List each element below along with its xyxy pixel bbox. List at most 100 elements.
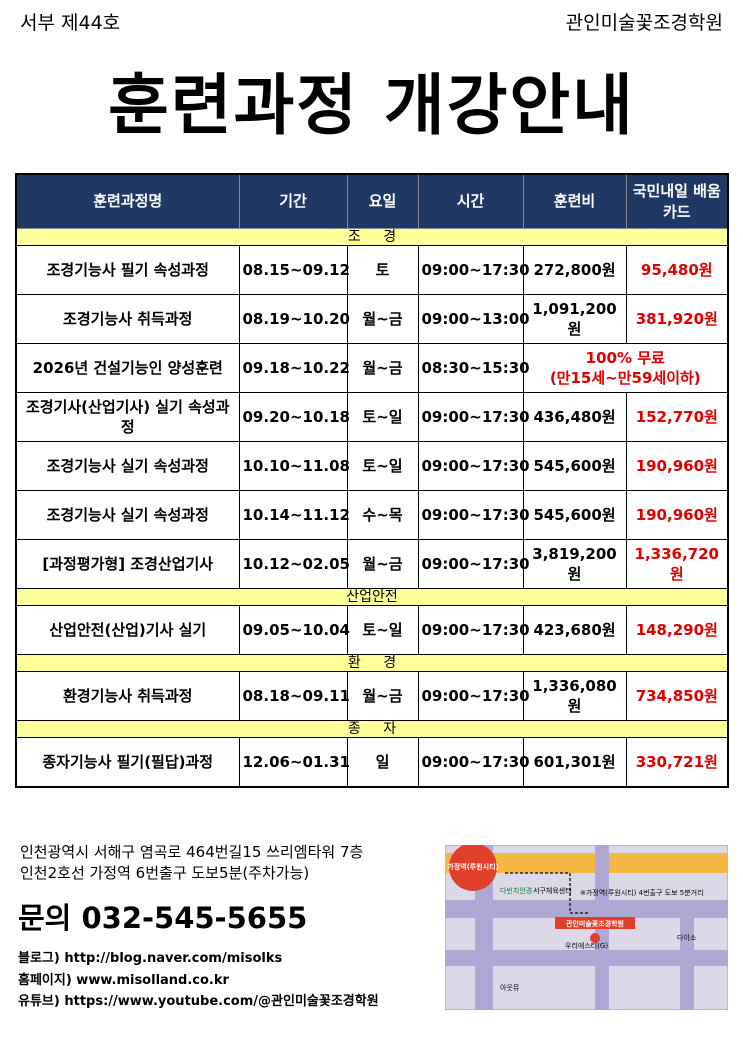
fee-cell: 545,600원 [522,490,627,540]
map-label: 우리에스티(G) [565,941,608,950]
column-header: 국민내일 배움카드 [625,173,729,229]
time-cell: 09:00~17:30 [417,441,530,491]
page-title: 훈련과정 개강안내 [108,67,635,144]
section-name: 조 경 [15,228,729,246]
course-cell: 조경기능사 필기 속성과정 [15,245,240,295]
section-name: 종 자 [15,720,729,738]
column-header: 기간 [238,173,348,229]
fee-cell: 545,600원 [522,441,627,491]
fee-cell: 272,800원 [522,245,627,295]
links: 블로그) http://blog.naver.com/misolks 홈페이지) … [18,948,379,1013]
column-header: 훈련비 [522,173,627,229]
course-cell: 조경기능사 실기 속성과정 [15,490,240,540]
period-cell: 08.18~09.11 [238,671,350,721]
course-cell: 조경기능사 실기 속성과정 [15,441,240,491]
route [505,872,590,914]
days-cell: 월~금 [346,343,419,393]
course-cell: 2026년 건설기능인 양성훈련 [15,343,240,393]
course-row: 조경기능사 실기 속성과정 10.10~11.08 토~일 09:00~17:30 54… [15,441,729,491]
period-cell: 09.18~10.22 [238,343,350,393]
course-row: 환경기능사 취득과정 08.18~09.11 월~금 09:00~17:30 1,336… [15,671,729,721]
period-cell: 10.14~11.12 [238,490,350,540]
fee-cell: 1,091,200원 [522,294,627,344]
note-line: (만15세~만59세이하) [549,369,701,387]
road [445,950,728,966]
academy-name: 관인미술꽃조경학원 [565,12,723,34]
days-cell: 토 [346,245,419,295]
road [445,900,728,918]
time-cell: 09:00~13:00 [417,294,530,344]
section-name: 환 경 [15,654,729,672]
course-cell: 산업안전(산업)기사 실기 [15,605,240,655]
course-table: 훈련과정명 기간 요일 시간 훈련비 국민내일 배움카드 조 경 조경기능사 필기 속성과정… [15,173,729,788]
fee-cell: 423,680원 [522,605,627,655]
column-header: 훈련과정명 [15,173,240,229]
course-cell: 환경기능사 취득과정 [15,671,240,721]
link: 블로그) http://blog.naver.com/misolks [18,951,283,966]
card-cell: 95,480원 [625,245,729,295]
course-row: 2026년 건설기능인 양성훈련 09.18~10.22 월~금 08:30~15:3… [15,343,729,393]
course-row: 조경기능사 실기 속성과정 10.14~11.12 수~목 09:00~17:30 54… [15,490,729,540]
fee-cell: 601,301원 [522,737,627,788]
course-cell: 종자기능사 필기(필답)과정 [15,737,240,788]
time-cell: 09:00~17:30 [417,605,530,655]
card-cell: 1,336,720원 [625,539,729,589]
map-label: 다이소 [677,933,697,942]
days-cell: 월~금 [346,671,419,721]
period-cell: 10.10~11.08 [238,441,350,491]
section-row: 환 경 [15,654,729,672]
header-row: 훈련과정명 기간 요일 시간 훈련비 국민내일 배움카드 [15,173,729,229]
directions: 인천2호선 가정역 6번출구 도보5분(주차가능) [20,864,310,882]
card-cell: 330,721원 [625,737,729,788]
card-cell: 152,770원 [625,392,729,442]
period-cell: 10.12~02.05 [238,539,350,589]
section-row: 산업안전 [15,588,729,606]
course-row: 조경기능사 취득과정 08.19~10.20 월~금 09:00~13:00 1,091… [15,294,729,344]
course-row: 종자기능사 필기(필답)과정 12.06~01.31 일 09:00~17:30 601… [15,737,729,788]
course-cell: [과정평가형] 조경산업기사 [15,539,240,589]
fee-cell: 436,480원 [522,392,627,442]
fee-cell: 3,819,200원 [522,539,627,589]
course-row: 산업안전(산업)기사 실기 09.05~10.04 토~일 09:00~17:30 42… [15,605,729,655]
academy-box [555,917,635,929]
period-cell: 08.15~09.12 [238,245,350,295]
days-cell: 일 [346,737,419,788]
time-cell: 09:00~17:30 [417,539,530,589]
map-label: 서구체육센터 [533,886,572,895]
section-row: 조 경 [15,228,729,246]
station-label: 가정역(루원시티) [447,862,498,871]
column-header: 시간 [417,173,524,229]
course-cell: 조경기사(산업기사) 실기 속성과정 [15,392,240,442]
station-marker [449,845,497,891]
course-cell: 조경기능사 취득과정 [15,294,240,344]
academy-marker [590,933,600,943]
card-cell: 734,850원 [625,671,729,721]
link: 유튜브) https://www.youtube.com/@관인미술꽃조경학원 [18,994,379,1009]
card-cell: 381,920원 [625,294,729,344]
time-cell: 09:00~17:30 [417,737,530,788]
days-cell: 토~일 [346,605,419,655]
period-cell: 08.19~10.20 [238,294,350,344]
days-cell: 월~금 [346,294,419,344]
card-cell: 148,290원 [625,605,729,655]
map-label: 아웃뮤 [500,983,520,992]
academy-label: 관인미술꽃조경학원 [566,919,624,928]
road [445,853,728,873]
period-cell: 09.05~10.04 [238,605,350,655]
note-line: 100% 무료 [585,348,665,367]
road [680,918,694,1010]
section-row: 종 자 [15,720,729,738]
map-label: 다빈치안경 [500,886,532,895]
days-cell: 수~목 [346,490,419,540]
course-row: 조경기능사 필기 속성과정 08.15~09.12 토 09:00~17:30 272,… [15,245,729,295]
course-row: 조경기사(산업기사) 실기 속성과정 09.20~10.18 토~일 09:00~17… [15,392,729,442]
time-cell: 09:00~17:30 [417,245,530,295]
note-cell: 100% 무료 (만15세~만59세이하) [522,343,729,393]
link: 홈페이지) www.misolland.co.kr [18,972,229,988]
time-cell: 09:00~17:30 [417,671,530,721]
period-cell: 12.06~01.31 [238,737,350,788]
time-cell: 09:00~17:30 [417,392,530,442]
days-cell: 월~금 [346,539,419,589]
